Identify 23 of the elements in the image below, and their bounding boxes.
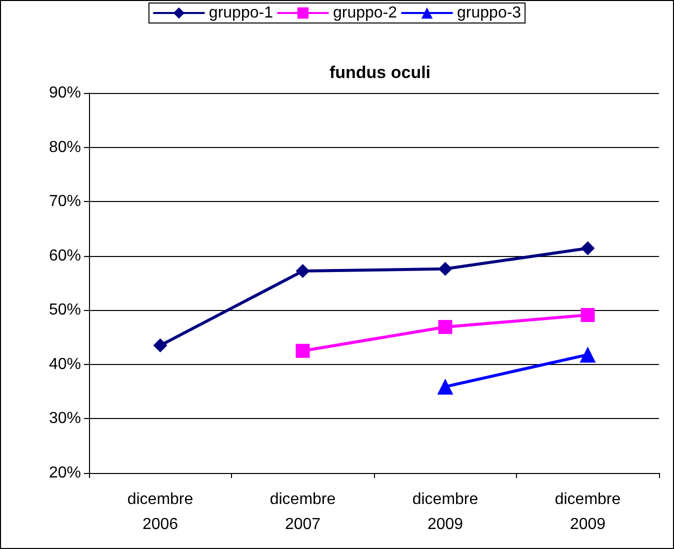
chart-title: fundus oculi (329, 63, 431, 82)
x-tick-label: dicembre 2009 (412, 491, 478, 533)
y-tick-label: 40% (48, 356, 81, 373)
point (296, 264, 310, 278)
legend-label: gruppo-2 (332, 4, 398, 22)
y-tick-label: 90% (48, 84, 81, 102)
x-tick-label: dicembre 2007 (270, 491, 336, 533)
legend-label: gruppo-3 (457, 4, 522, 22)
point (153, 338, 168, 352)
legend-label: gruppo-1 (208, 4, 274, 22)
x-tick-label: dicembre 2006 (127, 491, 194, 533)
point (438, 320, 452, 334)
y-tick-label: 30% (48, 410, 81, 428)
y-tick-label: 60% (48, 247, 81, 264)
y-tick-label: 20% (48, 464, 81, 482)
point (296, 344, 310, 358)
point (580, 241, 595, 256)
x-tick-label: dicembre 2009 (554, 491, 621, 533)
y-tick-label: 50% (48, 302, 81, 319)
point (438, 262, 452, 276)
point (580, 308, 595, 322)
y-tick-label: 70% (48, 193, 81, 210)
y-tick-label: 80% (48, 138, 81, 156)
